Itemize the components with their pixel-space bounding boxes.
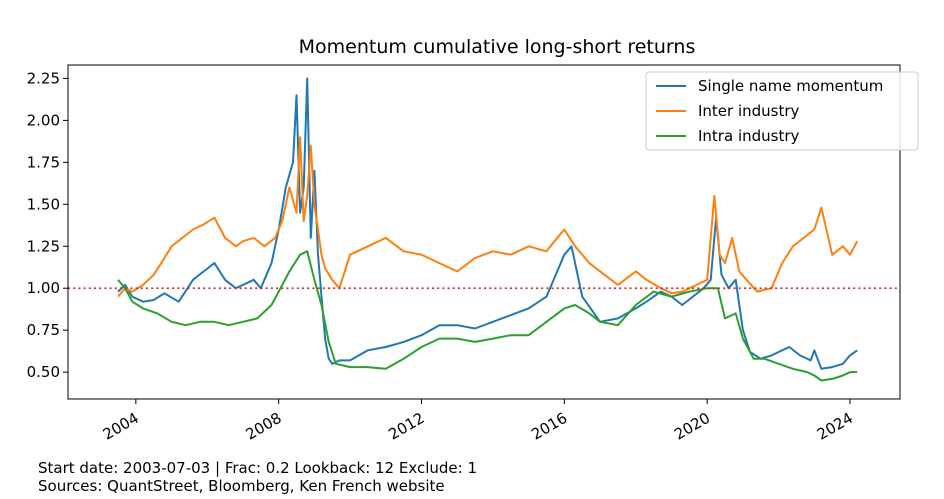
legend-label: Single name momentum <box>698 77 883 95</box>
legend-box <box>645 71 919 151</box>
plot-area <box>68 77 900 382</box>
series-line-3 <box>117 250 858 382</box>
x-tick-label: 2024 <box>814 409 856 444</box>
x-tick-label: 2012 <box>385 409 427 444</box>
y-tick-label: 0.75 <box>27 321 60 339</box>
y-tick-label: 1.00 <box>27 279 60 297</box>
y-tick-label: 2.25 <box>27 69 60 87</box>
line-chart: Momentum cumulative long-short returns 0… <box>27 36 919 444</box>
x-tick-label: 2008 <box>243 409 285 444</box>
series-line-2 <box>117 136 859 298</box>
footer-sources: Sources: QuantStreet, Bloomberg, Ken Fre… <box>38 477 445 495</box>
series-line-1 <box>117 77 858 370</box>
legend: Single name momentum Inter industry Intra … <box>645 71 919 151</box>
legend-label: Intra industry <box>698 127 800 145</box>
y-tick-label: 1.50 <box>27 195 60 213</box>
y-tick-label: 1.75 <box>27 153 60 171</box>
y-tick-label: 0.50 <box>27 363 60 381</box>
x-tick-label: 2020 <box>671 409 713 444</box>
x-tick-label: 2004 <box>100 409 142 444</box>
y-tick-label: 1.25 <box>27 237 60 255</box>
legend-label: Inter industry <box>698 102 800 120</box>
footer-params: Start date: 2003-07-03 | Frac: 0.2 Lookb… <box>38 459 477 477</box>
y-tick-label: 2.00 <box>27 111 60 129</box>
x-tick-label: 2016 <box>528 409 570 444</box>
plot-frame <box>67 64 901 400</box>
chart-title: Momentum cumulative long-short returns <box>299 36 696 58</box>
